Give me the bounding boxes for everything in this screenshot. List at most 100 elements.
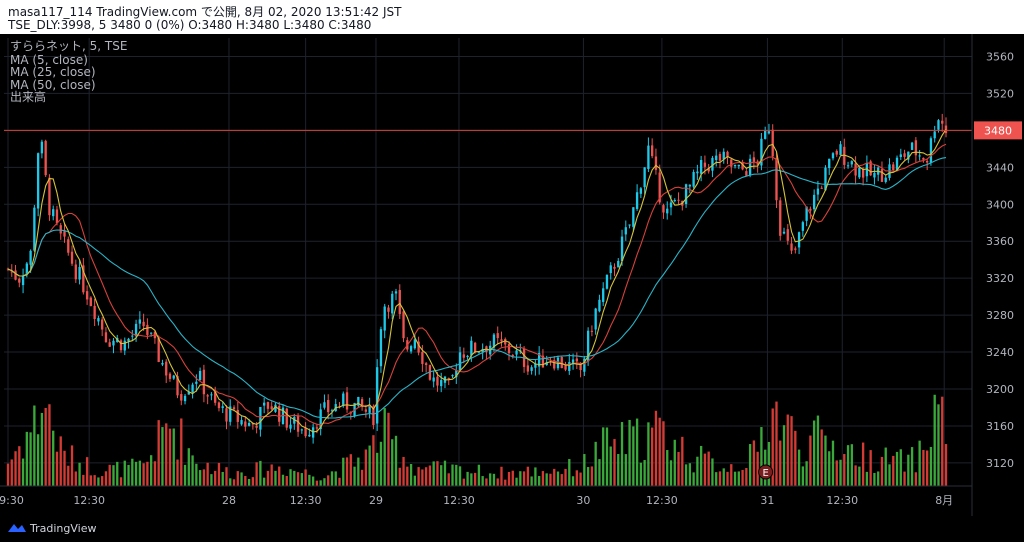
candle-body [594, 308, 597, 330]
volume-bar [436, 461, 439, 486]
candle-body [101, 319, 104, 330]
volume-bar [500, 466, 503, 486]
candle-body [40, 141, 44, 154]
candle-body [157, 338, 160, 362]
volume-bar [206, 462, 209, 486]
candle-body [436, 376, 439, 386]
tradingview-brand[interactable]: TradingView [30, 522, 97, 535]
volume-bar [590, 466, 594, 486]
candle-body [29, 250, 32, 265]
volume-bar [564, 468, 567, 486]
volume-bar [526, 466, 530, 486]
grid [4, 38, 972, 486]
volume-bar [586, 467, 590, 486]
candle-body [922, 157, 925, 160]
candle-body [214, 391, 217, 403]
volume-bar [797, 449, 801, 486]
candle-body [451, 375, 454, 377]
volume-bar [440, 465, 443, 486]
candle-body [104, 332, 108, 343]
candle-body [541, 355, 545, 368]
volume-bar [598, 459, 601, 486]
volume-bar [229, 478, 232, 486]
candle-body [458, 352, 462, 371]
volume-bar [831, 440, 835, 486]
volume-bar [70, 445, 74, 486]
volume-bar [259, 460, 262, 486]
volume-bar [541, 471, 545, 486]
candle-body [730, 159, 733, 167]
candlestick-chart[interactable]: 3120 3160 3200 3240 3280 3320 3360 3400 3440 3480… [0, 34, 1024, 516]
earnings-marker-label: E [762, 468, 768, 479]
volume-bar [805, 461, 808, 486]
volume-bar [684, 464, 688, 486]
candle-body [108, 342, 111, 347]
volume-bar [338, 477, 341, 486]
candle-body [330, 410, 334, 412]
volume-bar [707, 451, 710, 486]
volume-bar [153, 461, 157, 486]
candle-body [127, 338, 130, 342]
candle-body [918, 155, 921, 157]
candle-body [48, 177, 51, 216]
candle-body [138, 319, 142, 324]
volume-bar [187, 448, 190, 486]
candle-body [262, 402, 266, 406]
volume-bar [202, 469, 206, 486]
volume-bar [658, 417, 661, 486]
volume-bar [816, 415, 820, 486]
candle-body [507, 344, 511, 354]
candle-body [846, 165, 850, 167]
volume-bar [315, 480, 319, 486]
volume-bar [300, 473, 303, 486]
volume-bar [293, 470, 296, 486]
candle-body [93, 305, 96, 319]
ma25-line [7, 157, 947, 419]
candle-body [926, 160, 929, 163]
volume-bar [617, 453, 620, 486]
y-tick-label: 3120 [986, 457, 1014, 470]
candle-body [473, 342, 477, 353]
volume-bar [368, 445, 371, 486]
volume-bar [752, 440, 756, 486]
volume-bar [560, 474, 563, 486]
candle-body [534, 363, 537, 368]
volume-bar [345, 457, 349, 486]
candle-body [515, 350, 518, 355]
x-tick-label: 12:30 [826, 494, 858, 507]
volume-bar [628, 419, 631, 486]
candle-body [654, 156, 658, 170]
candle-body [639, 188, 643, 194]
candle-body [372, 407, 375, 426]
volume-bar [699, 445, 703, 486]
volume-bar [119, 477, 123, 486]
candle-body [304, 427, 307, 437]
volume-bar [327, 475, 330, 486]
volume-bar [553, 468, 556, 486]
tradingview-logo-icon[interactable] [6, 520, 28, 536]
volume-bar [183, 464, 187, 486]
volume-bar [89, 475, 93, 486]
volume-bar [232, 479, 236, 486]
volume-bar [104, 471, 108, 486]
volume-bar [794, 430, 797, 486]
volume-bar [451, 464, 454, 486]
candle-body [850, 161, 853, 165]
candle-body [18, 278, 21, 283]
x-tick-label: 12:30 [443, 494, 475, 507]
candle-body [628, 224, 631, 226]
candle-body [402, 311, 405, 339]
volume-bar [55, 451, 59, 486]
last-price-box [974, 121, 1022, 140]
candle-body [36, 153, 40, 209]
x-tick-label: 12:30 [646, 494, 678, 507]
x-tick-label: 29 [369, 494, 383, 507]
candle-body [579, 362, 582, 371]
axes: 3120 3160 3200 3240 3280 3320 3360 3400 3440 3480… [0, 34, 1022, 516]
candle-body [78, 267, 81, 280]
candle-body [741, 162, 744, 170]
volume-bar [549, 473, 552, 486]
volume-bar [311, 476, 315, 486]
volume-bar [97, 477, 100, 486]
volume-bar [93, 475, 96, 486]
